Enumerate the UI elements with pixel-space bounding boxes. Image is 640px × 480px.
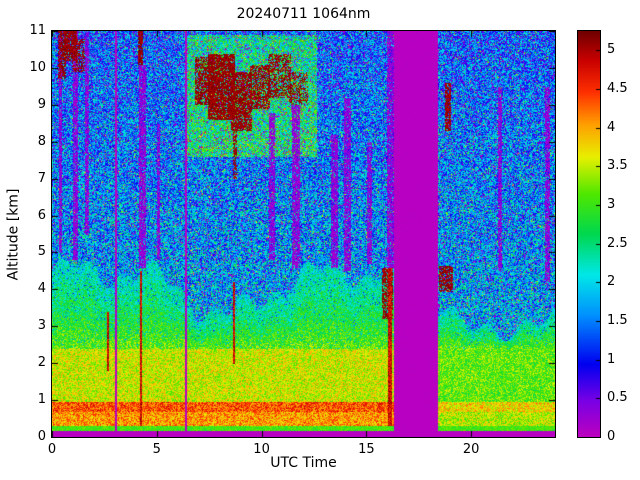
y-tick-label: 10 <box>29 59 46 75</box>
x-tick-label: 5 <box>152 442 161 457</box>
colorbar-tick-label: 4.5 <box>607 81 628 96</box>
colorbar-tick-label: 0.5 <box>607 390 628 406</box>
x-axis-label: UTC Time <box>270 455 337 471</box>
y-tick-label: 2 <box>37 355 46 371</box>
y-tick-label: 1 <box>37 392 46 408</box>
colorbar-tick-label: 3 <box>607 197 616 212</box>
y-tick-label: 5 <box>37 244 46 260</box>
y-tick-label: 8 <box>37 133 46 149</box>
colorbar-tick-label: 1.5 <box>607 313 628 328</box>
y-tick-label: 9 <box>37 96 46 112</box>
colorbar-tick-label: 4 <box>607 119 616 135</box>
colorbar <box>577 30 601 438</box>
x-tick-label: 10 <box>253 442 270 457</box>
y-tick-label: 11 <box>29 23 46 38</box>
colorbar-tick-label: 3.5 <box>607 158 628 174</box>
colorbar-tick-label: 2.5 <box>607 235 628 251</box>
colorbar-tick-label: 5 <box>607 42 616 58</box>
y-axis-label: Altitude [km] <box>5 188 22 281</box>
x-tick-label: 15 <box>358 442 375 457</box>
colorbar-tick-label: 1 <box>607 351 616 367</box>
y-tick-label: 3 <box>37 318 46 334</box>
colorbar-tick-label: 0 <box>607 429 616 444</box>
chart-title: 20240711 1064nm <box>236 6 371 22</box>
y-tick-label: 4 <box>37 281 46 297</box>
heatmap-plot-area <box>51 30 556 438</box>
x-tick-label: 20 <box>462 442 480 457</box>
y-tick-label: 0 <box>37 429 46 444</box>
y-tick-label: 6 <box>37 207 46 223</box>
x-tick-label: 0 <box>47 442 57 457</box>
colorbar-tick-label: 2 <box>607 274 616 290</box>
y-tick-label: 7 <box>37 170 46 186</box>
